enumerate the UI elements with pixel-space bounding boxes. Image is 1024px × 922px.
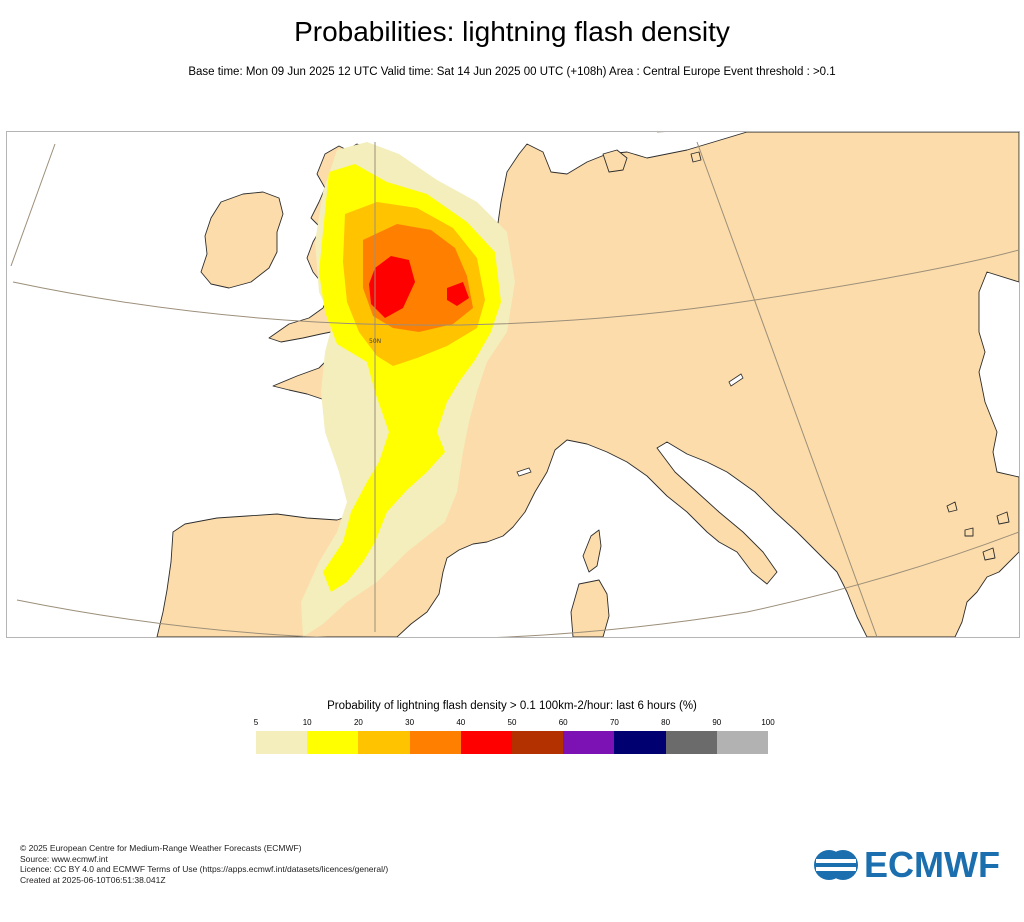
footer-line: Source: www.ecmwf.int — [20, 853, 108, 864]
legend-swatch — [716, 731, 769, 754]
legend-swatch — [512, 731, 564, 754]
ireland-landmass — [200, 191, 284, 289]
legend-tick: 50 — [507, 718, 517, 727]
page-subtitle: Base time: Mon 09 Jun 2025 12 UTC Valid … — [188, 66, 836, 78]
page-title: Probabilities: lightning flash density — [294, 16, 730, 47]
legend-tick: 30 — [405, 718, 415, 727]
zealand-landmass — [602, 149, 628, 173]
map-canvas: 50N — [10, 132, 1019, 637]
lake-balaton — [728, 373, 744, 387]
ecmwf-logo[interactable]: ECMWF — [812, 844, 1000, 885]
graticule — [10, 132, 1019, 637]
land-layer — [156, 132, 1019, 637]
ecmwf-logo-icon — [814, 850, 858, 880]
legend-swatch — [358, 731, 410, 754]
legend-tick: 60 — [558, 718, 568, 727]
prob-40-50-region — [369, 256, 469, 318]
legend-tick: 20 — [353, 718, 363, 727]
legend-swatch — [409, 731, 461, 754]
legend-swatch — [614, 731, 666, 754]
sardinia-landmass — [570, 579, 610, 637]
legend-tick: 90 — [712, 718, 722, 727]
legend-colorbar — [256, 731, 769, 754]
map-panel[interactable]: 50N — [6, 131, 1020, 638]
footer-line: © 2025 European Centre for Medium-Range … — [20, 843, 302, 853]
legend-ticks: 5 10 20 30 40 50 60 70 80 90 100 — [253, 718, 775, 730]
legend-swatch — [460, 731, 513, 754]
legend-title: Probability of lightning flash density >… — [327, 700, 697, 712]
legend-tick: 5 — [253, 718, 259, 727]
aegean-islands — [946, 501, 1010, 561]
graticule-lat-50 — [12, 249, 1019, 326]
latitude-label: 50N — [369, 338, 381, 345]
footer-credits: © 2025 European Centre for Medium-Range … — [20, 843, 388, 885]
graticule-lat-40 — [16, 531, 1019, 637]
legend-tick: 100 — [761, 718, 775, 727]
legend-swatch — [665, 731, 717, 754]
legend-swatch — [563, 731, 615, 754]
legend-tick: 40 — [456, 718, 466, 727]
graticule-lon-west — [10, 143, 56, 267]
legend-tick: 70 — [609, 718, 619, 727]
inland-water-layer — [516, 373, 744, 477]
ecmwf-logo-text: ECMWF — [864, 844, 1000, 885]
legend-swatch — [256, 731, 308, 754]
legend-tick: 80 — [661, 718, 671, 727]
corsica-landmass — [582, 529, 602, 573]
legend-swatch — [307, 731, 359, 754]
footer-line: Licence: CC BY 4.0 and ECMWF Terms of Us… — [20, 864, 389, 874]
graticule-lon-20 — [696, 141, 878, 637]
lake-geneva — [516, 467, 532, 477]
legend-tick: 10 — [302, 718, 312, 727]
bornholm-landmass — [690, 151, 702, 163]
footer-line: Created at 2025-06-10T06:51:38.041Z — [20, 874, 166, 885]
